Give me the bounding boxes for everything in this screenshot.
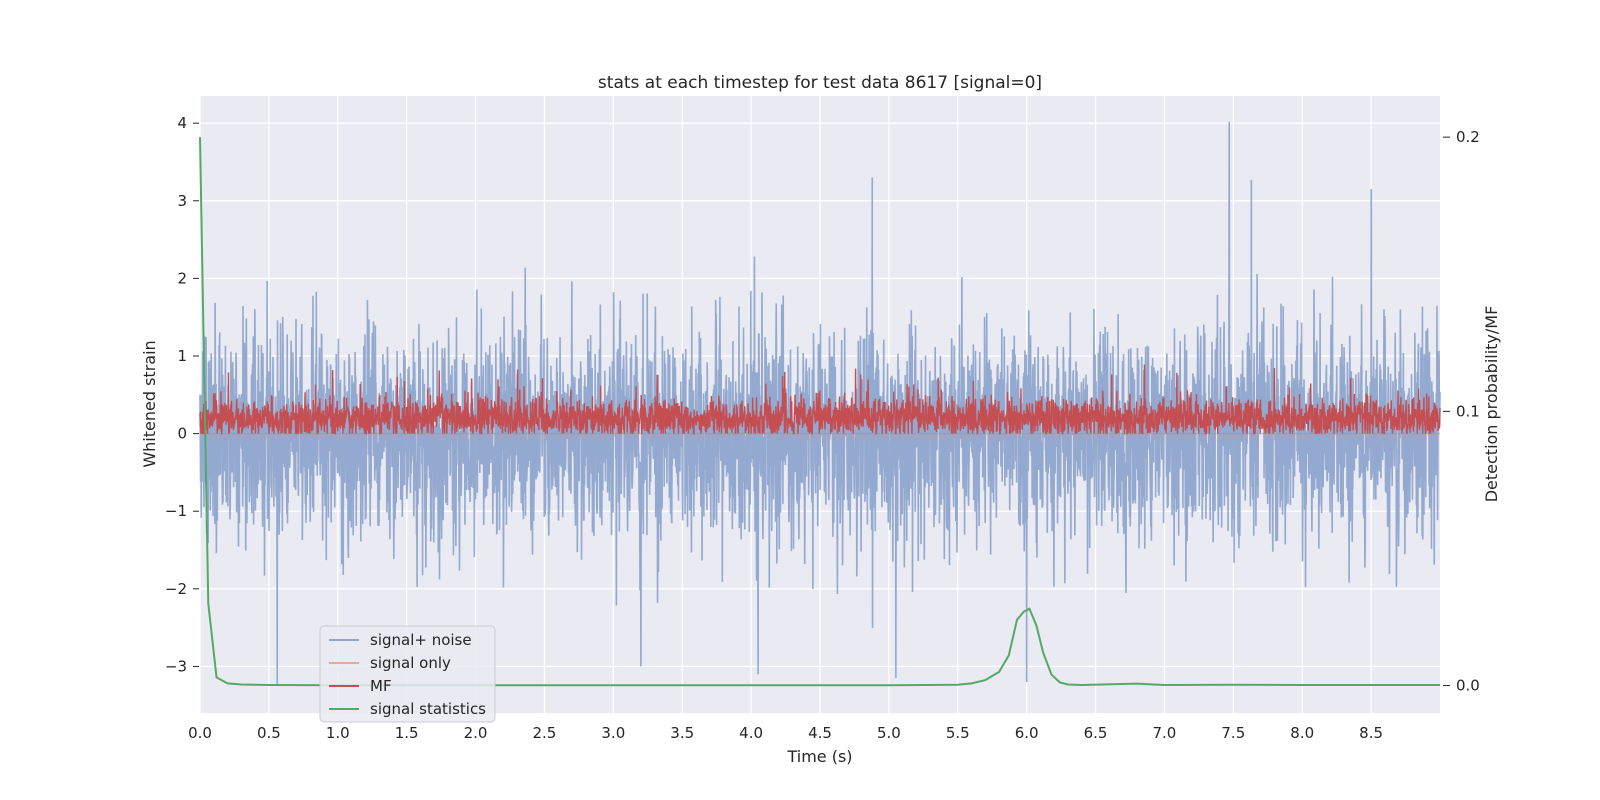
series-signal-statistics: [199, 137, 1440, 687]
x-tick-label: 6.0: [1015, 724, 1039, 742]
y-right-axis-label: Detection probability/MF: [1482, 306, 1501, 503]
y-right-tick-label: 0.0: [1456, 677, 1480, 695]
x-tick-label: 2.0: [464, 724, 488, 742]
series-mf: [199, 364, 1441, 435]
legend-label-signal-noise: signal+ noise: [370, 631, 472, 649]
x-tick-label: 5.0: [877, 724, 901, 742]
x-tick-label: 3.0: [601, 724, 625, 742]
x-tick-label: 8.5: [1359, 724, 1383, 742]
x-tick-label: 7.0: [1153, 724, 1177, 742]
legend: signal+ noise signal only MF signal stat…: [319, 625, 496, 723]
x-tick-label: 1.0: [326, 724, 350, 742]
y-right-tick-label: 0.1: [1456, 402, 1480, 420]
x-tick-label: 0.5: [257, 724, 281, 742]
x-tick-label: 1.5: [395, 724, 419, 742]
x-tick-label: 8.0: [1290, 724, 1314, 742]
legend-label-signal-statistics: signal statistics: [370, 700, 486, 718]
x-tick-label: 7.5: [1221, 724, 1245, 742]
x-axis-label: Time (s): [786, 747, 852, 766]
y-tick-label: −1: [165, 502, 187, 520]
x-tick-label: 3.5: [670, 724, 694, 742]
y-tick-label: 2: [177, 269, 187, 287]
x-tick-label: 5.5: [946, 724, 970, 742]
x-tick-label: 4.0: [739, 724, 763, 742]
x-tick-label: 6.5: [1084, 724, 1108, 742]
y-tick-label: −2: [165, 580, 187, 598]
y-tick-label: 3: [177, 192, 187, 210]
y-axis-label: Whitened strain: [140, 340, 159, 467]
legend-label-mf: MF: [370, 677, 392, 695]
x-tick-label: 4.5: [808, 724, 832, 742]
legend-label-signal-only: signal only: [370, 654, 451, 672]
x-tick-label: 0.0: [188, 724, 212, 742]
x-tick-label: 2.5: [533, 724, 557, 742]
tick-labels: 0.0 0.5 1.0 1.5 2.0 2.5 3.0 3.5 4.0 4.5 5.0 5.5 6.0 6…: [165, 114, 1480, 742]
y-right-tick-label: 0.2: [1456, 128, 1480, 146]
series-layer: [199, 121, 1441, 687]
y-tick-label: 4: [177, 114, 187, 132]
legend-box: [319, 625, 496, 723]
chart-title: stats at each timestep for test data 861…: [598, 73, 1042, 93]
y-tick-label: 0: [177, 425, 187, 443]
y-tick-label: 1: [177, 347, 187, 365]
y-tick-label: −3: [165, 657, 187, 675]
